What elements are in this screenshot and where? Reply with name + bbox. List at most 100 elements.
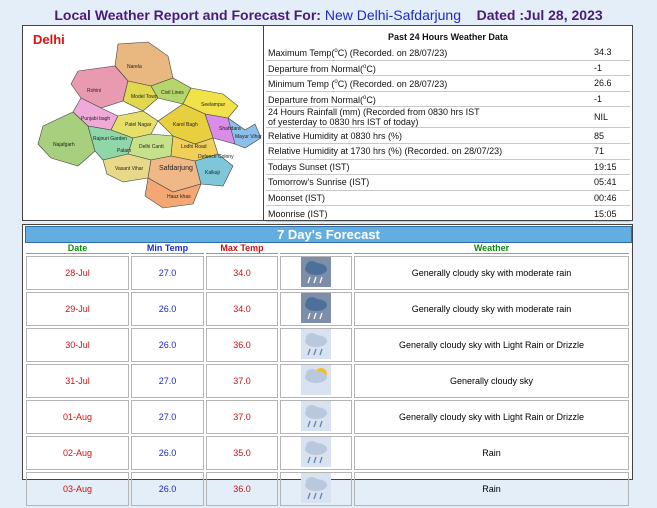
label-part: Moonset (IST) xyxy=(268,193,326,204)
weather: Generally cloudy sky xyxy=(354,364,629,398)
forecast-title: 7 Day's Forecast xyxy=(25,226,632,243)
date: 03-Aug xyxy=(26,472,129,506)
label-part: o xyxy=(363,63,367,70)
map-label: Narela xyxy=(127,64,142,70)
icon-cell xyxy=(280,436,352,470)
row-label: Minimum Temp (oC) (Recorded. on 28/07/23… xyxy=(266,75,592,92)
past-row: 24 Hours Rainfall (mm) (Recorded from 08… xyxy=(266,106,630,129)
forecast-row: 31-Jul 27.0 37.0 Generally cloudy sky xyxy=(26,364,629,398)
label-part: o xyxy=(363,95,367,102)
label-part: C) (Recorded. on 28/07/23) xyxy=(337,79,448,90)
label-part: Relative Humidity at 1730 hrs (%) (Recor… xyxy=(268,146,503,157)
label-part: Departure from Normal( xyxy=(268,63,364,74)
row-label: Moonset (IST) xyxy=(266,190,592,207)
icon-cell xyxy=(280,472,352,506)
map-label: Hauz khas xyxy=(167,194,191,200)
map-label: Civil Lines xyxy=(161,90,184,96)
label-part: C) (Recorded. on 28/07/23) xyxy=(337,48,448,59)
weather-icon xyxy=(301,257,331,287)
forecast-row: 01-Aug 27.0 37.0 Generally cloudy sky with … xyxy=(26,400,629,434)
map-label: Lodhi Road xyxy=(181,144,207,150)
map-label: Defence Colony xyxy=(198,154,234,160)
icon-cell xyxy=(280,256,352,290)
row-value: 15:05 xyxy=(592,205,630,222)
map-label: Najafgarh xyxy=(53,142,75,148)
map-label: Safdarjung xyxy=(159,165,193,172)
weather: Rain xyxy=(354,472,629,506)
label-part: Maximum Temp( xyxy=(268,48,335,59)
weather: Generally cloudy sky with moderate rain xyxy=(354,256,629,290)
row-label: Departure from Normal(oC) xyxy=(266,91,592,108)
row-label: Relative Humidity at 0830 hrs (%) xyxy=(266,127,592,144)
station-link[interactable]: New Delhi-Safdarjung xyxy=(324,7,462,23)
title-prefix: Local Weather Report and Forecast For: xyxy=(54,7,321,23)
forecast-row: 29-Jul 26.0 34.0 Generally cloudy sky with … xyxy=(26,292,629,326)
label-part: Relative Humidity at 0830 hrs (%) xyxy=(268,130,403,141)
past-row: Todays Sunset (IST) 19:15 xyxy=(266,159,630,176)
max-temp: 37.0 xyxy=(206,364,278,398)
date: 01-Aug xyxy=(26,400,129,434)
weather-icon xyxy=(301,473,331,503)
weather: Generally cloudy sky with Light Rain or … xyxy=(354,328,629,362)
min-temp: 26.0 xyxy=(131,292,204,326)
date: 30-Jul xyxy=(26,328,129,362)
max-temp: 35.0 xyxy=(206,436,278,470)
label-part: C) xyxy=(366,63,376,74)
max-temp: 37.0 xyxy=(206,400,278,434)
icon-cell xyxy=(280,328,352,362)
map-label: Patel Nagar xyxy=(125,122,152,128)
row-value: 34.3 xyxy=(592,45,630,61)
past-row: Departure from Normal(oC) -1 xyxy=(266,60,630,77)
row-value: 00:46 xyxy=(592,190,630,207)
forecast-panel: 7 Day's Forecast Date Min Temp Max Temp … xyxy=(22,224,633,506)
past-title: Past 24 Hours Weather Data xyxy=(388,31,508,42)
forecast-row: 28-Jul 27.0 34.0 Generally cloudy sky with … xyxy=(26,256,629,290)
page: Local Weather Report and Forecast For: N… xyxy=(0,7,657,506)
min-temp: 27.0 xyxy=(131,400,204,434)
min-temp: 26.0 xyxy=(131,328,204,362)
icon-cell xyxy=(280,364,352,398)
weather: Generally cloudy sky with moderate rain xyxy=(354,292,629,326)
past-row: Departure from Normal(oC) -1 xyxy=(266,91,630,108)
weather: Rain xyxy=(354,436,629,470)
column-header: Date xyxy=(26,243,129,254)
row-value: 19:15 xyxy=(592,159,630,176)
map-title: Delhi xyxy=(33,32,65,47)
label-part: o xyxy=(334,48,338,55)
map-label: Rohini xyxy=(87,88,101,94)
forecast-row: 02-Aug 26.0 35.0 Rain xyxy=(26,436,629,470)
min-temp: 26.0 xyxy=(131,436,204,470)
past-row: Maximum Temp(oC) (Recorded. on 28/07/23)… xyxy=(266,45,630,61)
date: 29-Jul xyxy=(26,292,129,326)
delhi-map: Delhi Narela Rohini Model Town Civil Lin… xyxy=(33,26,264,220)
map-label: Vasant Vihar xyxy=(115,166,144,172)
max-temp: 34.0 xyxy=(206,292,278,326)
past-row: Minimum Temp (oC) (Recorded. on 28/07/23… xyxy=(266,75,630,92)
date: 28-Jul xyxy=(26,256,129,290)
row-value: 85 xyxy=(592,127,630,144)
max-temp: 36.0 xyxy=(206,328,278,362)
column-header: Max Temp xyxy=(206,243,278,254)
past-row: Relative Humidity at 1730 hrs (%) (Recor… xyxy=(266,143,630,160)
row-label: Moonrise (IST) xyxy=(266,205,592,222)
row-value: -1 xyxy=(592,60,630,77)
past-data-table: Past 24 Hours Weather Data Maximum Temp(… xyxy=(266,28,630,222)
row-label: Maximum Temp(oC) (Recorded. on 28/07/23) xyxy=(266,45,592,61)
weather-icon xyxy=(301,293,331,323)
icon-cell xyxy=(280,400,352,434)
map-labels: Narela Rohini Model Town Civil Lines See… xyxy=(53,64,262,200)
forecast-row: 30-Jul 26.0 36.0 Generally cloudy sky with … xyxy=(26,328,629,362)
forecast-row: 03-Aug 26.0 36.0 Rain xyxy=(26,472,629,506)
column-header: Weather xyxy=(354,243,629,254)
past-row: Tomorrow's Sunrise (IST) 05:41 xyxy=(266,174,630,191)
label-part: C) xyxy=(366,95,376,106)
column-header: Min Temp xyxy=(131,243,204,254)
page-title: Local Weather Report and Forecast For: N… xyxy=(0,7,657,23)
label-part: Departure from Normal( xyxy=(268,95,364,106)
row-value: -1 xyxy=(592,91,630,108)
label-part: Moonrise (IST) xyxy=(268,208,328,219)
map-label: Karol Bagh xyxy=(173,122,198,128)
label-part: Tomorrow's Sunrise (IST) xyxy=(268,177,370,188)
row-label: 24 Hours Rainfall (mm) (Recorded from 08… xyxy=(266,106,592,129)
map-label: Palam xyxy=(117,148,131,154)
